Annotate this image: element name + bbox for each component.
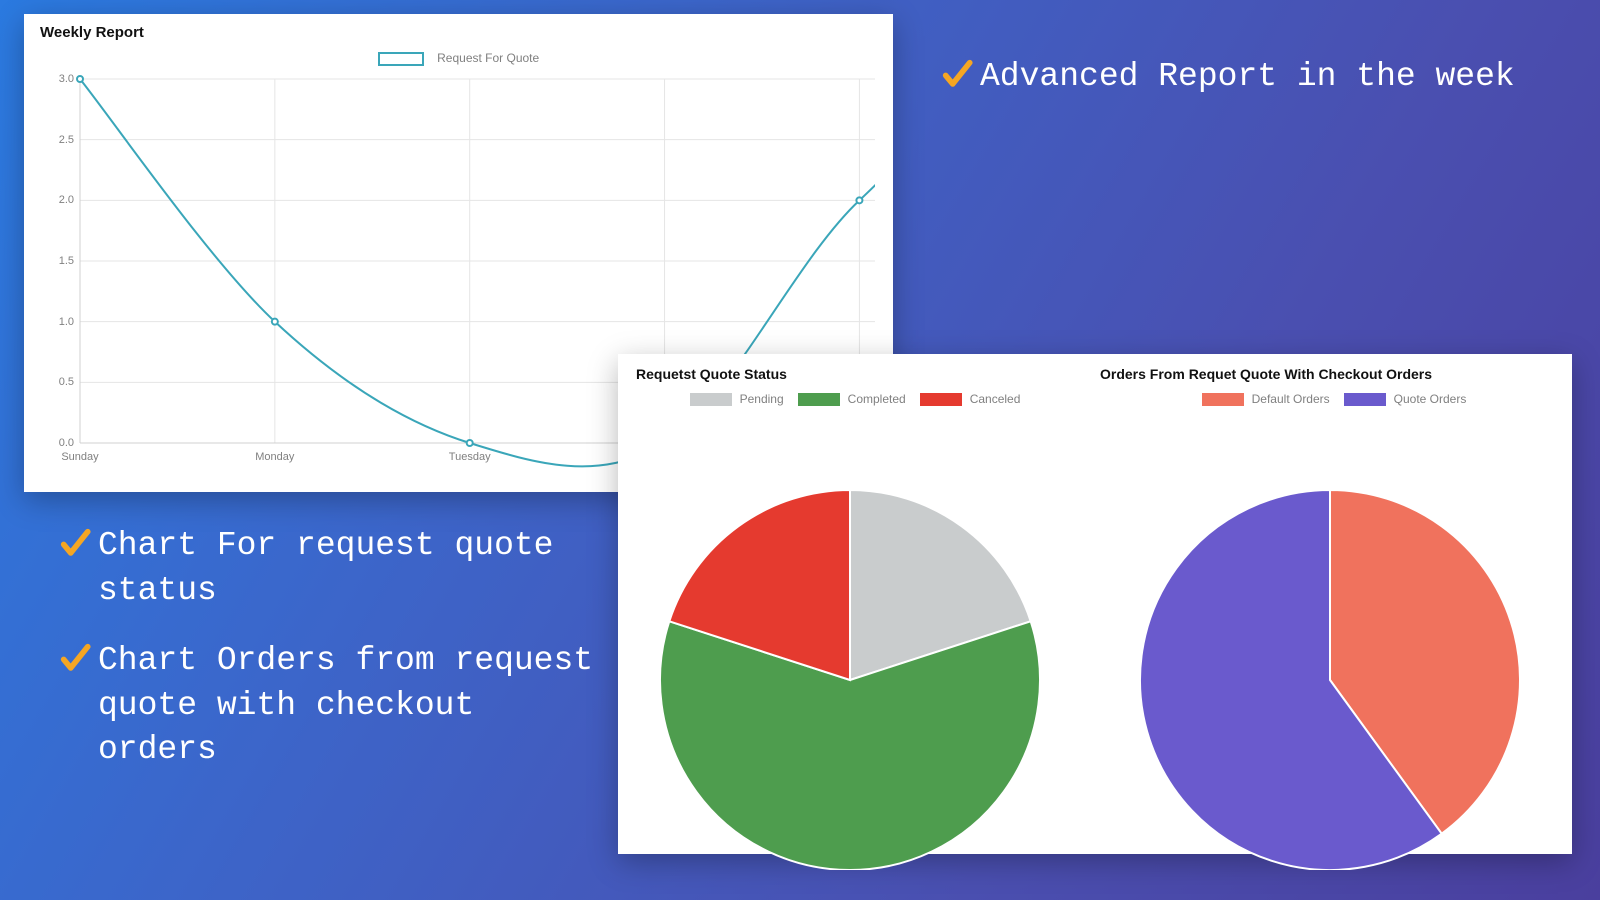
bullet-text: Chart Orders from request quote with che…: [98, 639, 598, 773]
weekly-xtick: Sunday: [61, 451, 98, 463]
weekly-ytick: 1.5: [40, 255, 74, 267]
pie-legend-swatch: [1344, 393, 1386, 406]
weekly-xtick: Tuesday: [449, 451, 491, 463]
pie-legend-swatch: [690, 393, 732, 406]
bullet-text: Chart For request quote status: [98, 524, 598, 613]
weekly-report-title: Weekly Report: [40, 24, 879, 41]
pie-panels: Requetst Quote Status Pending Completed Ca…: [618, 354, 1572, 854]
bullet-orders-chart: Chart Orders from request quote with che…: [58, 639, 598, 773]
slide-stage: Weekly Report Request For Quote 0.00.51.…: [0, 0, 1600, 900]
bullet-advanced-report: Advanced Report in the week: [940, 55, 1560, 100]
weekly-ytick: 0.5: [40, 376, 74, 388]
weekly-ytick: 0.0: [40, 437, 74, 449]
bullet-status-chart: Chart For request quote status: [58, 524, 598, 613]
pie-legend-swatch: [920, 393, 962, 406]
check-icon: [58, 641, 96, 675]
pie-legend-label: Pending: [740, 392, 784, 406]
pie-orders-panel: Orders From Requet Quote With Checkout O…: [1082, 354, 1572, 854]
pie-status-svg: [618, 410, 1078, 870]
pie-status-title: Requetst Quote Status: [636, 366, 1078, 382]
check-icon: [940, 57, 978, 91]
weekly-ytick: 2.5: [40, 134, 74, 146]
check-icon: [58, 526, 96, 560]
pie-legend-swatch: [1202, 393, 1244, 406]
bullet-text: Advanced Report in the week: [980, 55, 1515, 100]
pie-legend-label: Default Orders: [1252, 392, 1330, 406]
weekly-ytick: 1.0: [40, 316, 74, 328]
pie-status-legend: Pending Completed Canceled: [618, 392, 1078, 406]
pie-legend-label: Completed: [848, 392, 906, 406]
bullet-group-top: Advanced Report in the week: [940, 55, 1560, 126]
pie-legend-label: Quote Orders: [1394, 392, 1467, 406]
pie-status-panel: Requetst Quote Status Pending Completed Ca…: [618, 354, 1078, 854]
weekly-xtick: Monday: [255, 451, 294, 463]
pie-orders-title: Orders From Requet Quote With Checkout O…: [1100, 366, 1572, 382]
weekly-ytick: 3.0: [40, 73, 74, 85]
pie-orders-svg: [1082, 410, 1572, 870]
pie-orders-legend: Default Orders Quote Orders: [1082, 392, 1572, 406]
weekly-ytick: 2.0: [40, 194, 74, 206]
pie-legend-swatch: [798, 393, 840, 406]
pie-legend-label: Canceled: [970, 392, 1021, 406]
bullet-group-left: Chart For request quote status Chart Ord…: [58, 524, 598, 799]
